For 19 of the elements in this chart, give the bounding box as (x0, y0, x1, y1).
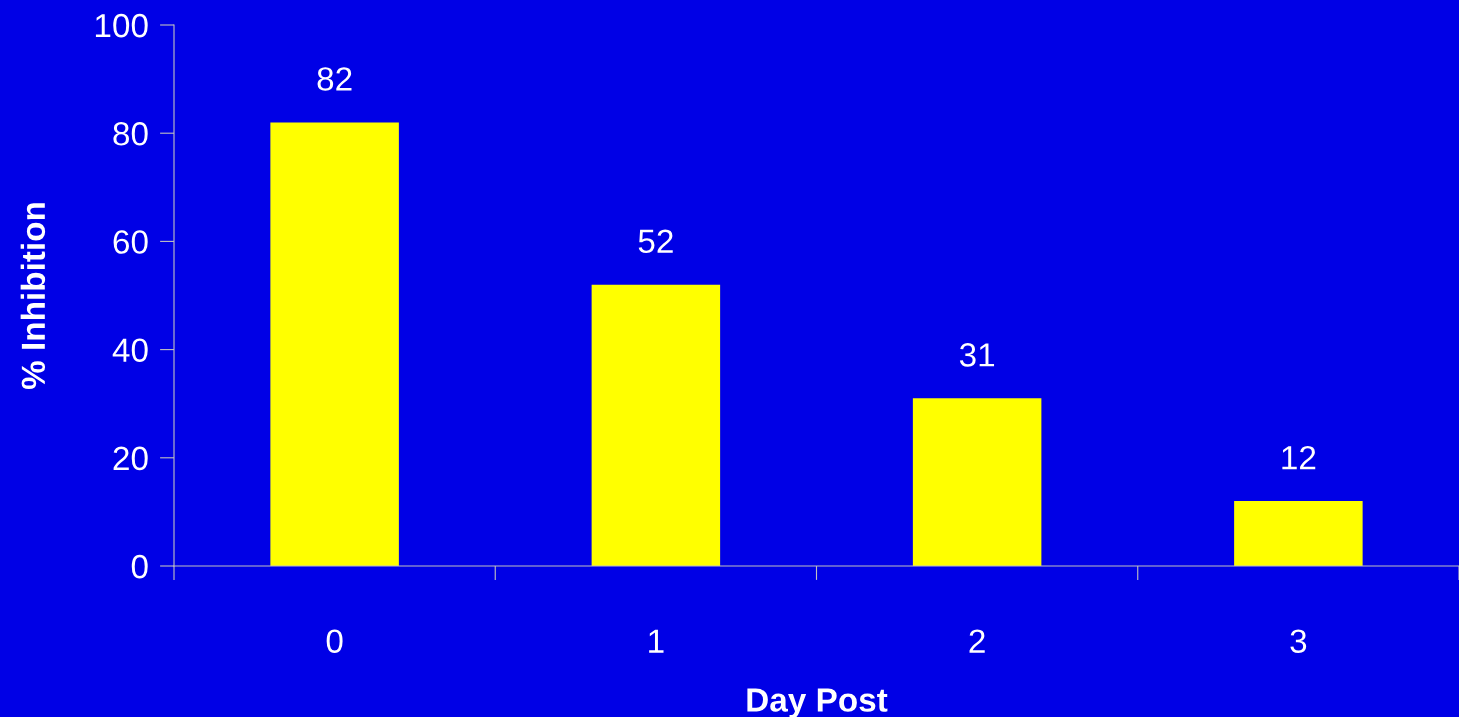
data-label: 12 (1282, 445, 1316, 470)
x-tick-label: 3 (1290, 629, 1307, 653)
x-tick-label: 0 (326, 629, 343, 653)
data-label: 31 (959, 343, 995, 367)
x-tick-label: 1 (649, 629, 664, 653)
y-tick-label: 60 (113, 230, 148, 254)
y-tick-label: 40 (112, 338, 148, 363)
x-tick-label: 2 (969, 629, 985, 653)
y-tick-label: 0 (131, 554, 148, 579)
bar (270, 122, 399, 566)
y-tick-label: 20 (113, 446, 148, 471)
y-axis-title: % Inhibition (20, 203, 46, 390)
y-tick-label: 80 (113, 122, 148, 146)
bar (591, 284, 721, 566)
y-tick-label: 100 (95, 13, 148, 38)
data-label: 82 (317, 67, 352, 91)
data-label: 52 (638, 229, 673, 254)
bar (1234, 501, 1363, 566)
bar (912, 398, 1042, 566)
